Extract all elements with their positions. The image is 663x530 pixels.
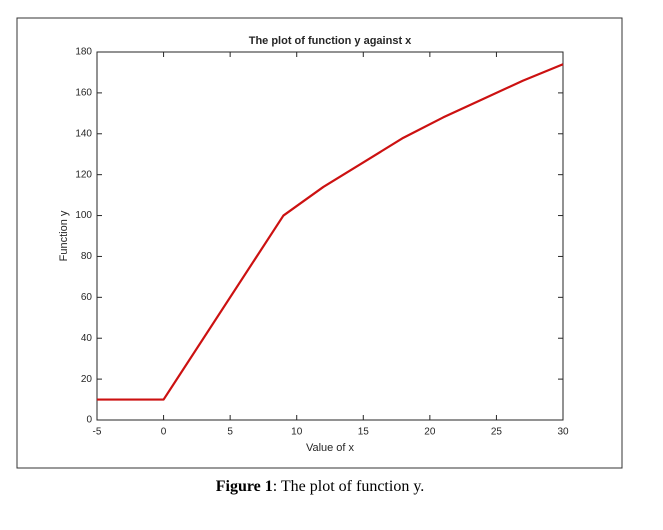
plot-box (96, 51, 564, 421)
y-tick-label: 20 (81, 374, 93, 385)
x-tick-label: -5 (93, 427, 102, 438)
y-tick-label: 80 (81, 251, 93, 262)
x-tick-label: 20 (424, 427, 436, 438)
y-tick-label: 120 (75, 169, 92, 180)
y-tick-label: 40 (81, 333, 93, 344)
y-tick-label: 140 (75, 128, 92, 139)
x-tick-label: 25 (491, 427, 503, 438)
chart: The plot of function y against x Value o… (16, 17, 623, 469)
y-tick-label: 0 (86, 415, 92, 426)
y-tick-label: 100 (75, 210, 92, 221)
caption: Figure 1: The plot of function y. (0, 478, 640, 496)
caption-text: : The plot of function y. (272, 478, 425, 495)
x-tick-label: 0 (161, 427, 167, 438)
y-tick-label: 60 (81, 292, 93, 303)
data-line (97, 63, 564, 401)
chart-title: The plot of function y against x (249, 35, 412, 47)
y-axis-label: Function y (58, 210, 70, 261)
figure-border (16, 17, 623, 469)
x-tick-label: 5 (227, 427, 233, 438)
x-tick-label: 30 (557, 427, 569, 438)
x-tick-label: 10 (291, 427, 303, 438)
x-tick-label: 15 (358, 427, 370, 438)
y-tick-label: 180 (75, 47, 92, 58)
caption-label: Figure 1 (215, 478, 273, 495)
x-axis-label: Value of x (306, 442, 355, 454)
y-tick-label: 160 (75, 88, 92, 99)
